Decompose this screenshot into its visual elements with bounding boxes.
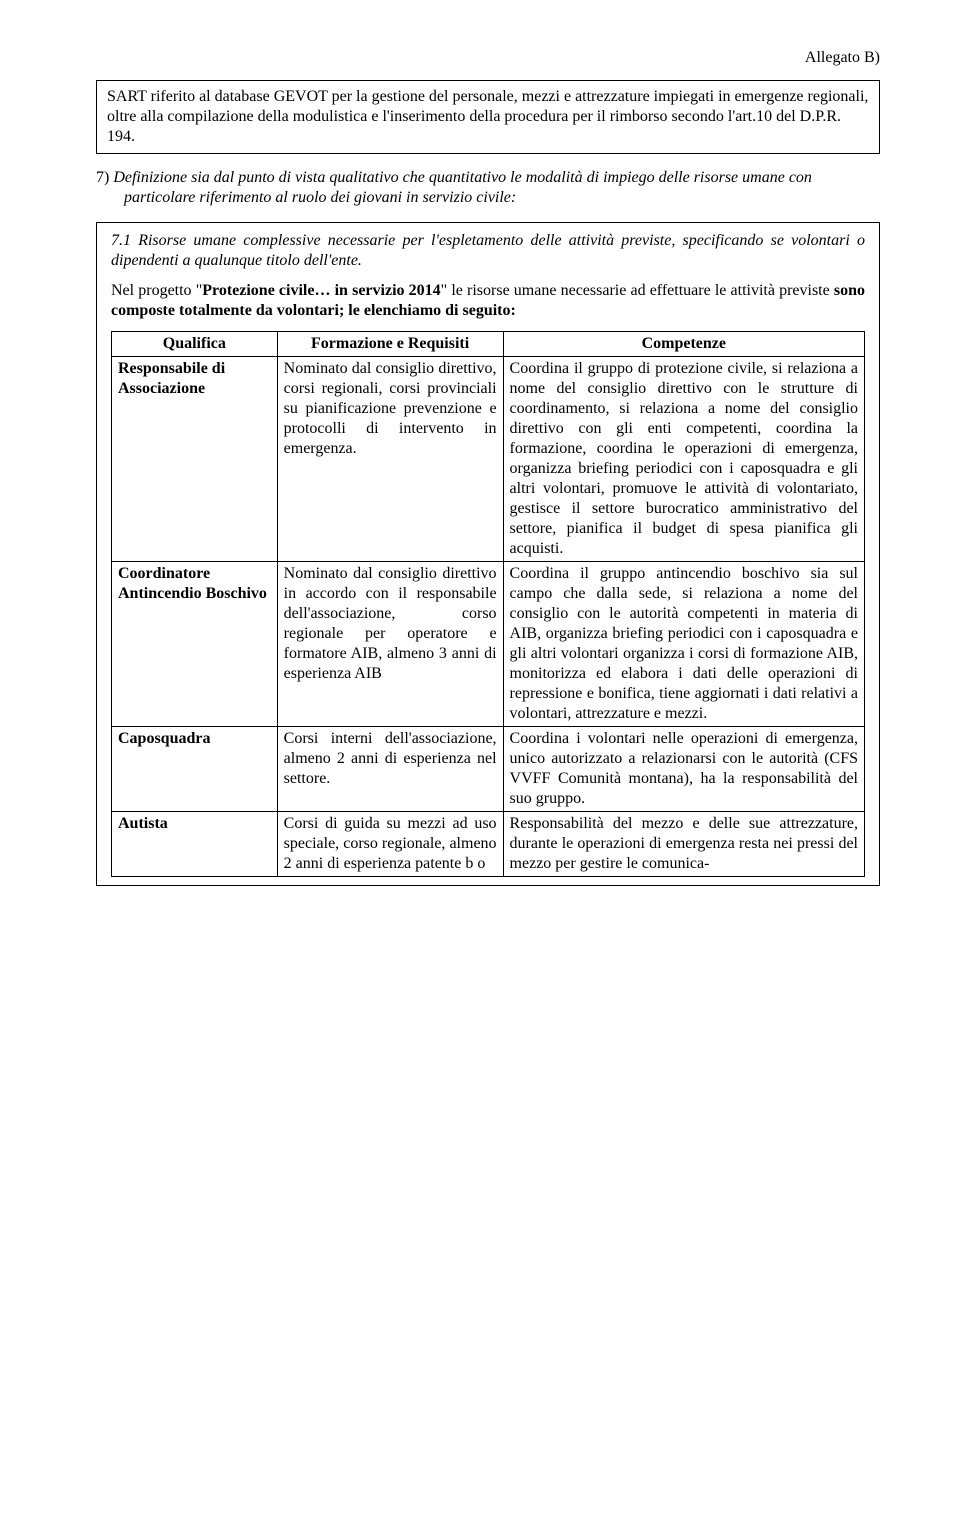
section-7-1: 7.1 Risorse umane complessive necessarie… [111,231,865,271]
cell-qualifica: Caposquadra [112,727,278,812]
cell-formazione: Corsi interni dell'associazione, almeno … [277,727,503,812]
table-row: Coordinatore Antincendio Boschivo Nomina… [112,562,865,727]
p2a: Nel progetto " [111,282,202,299]
th-formazione: Formazione e Requisiti [277,332,503,357]
cell-competenze: Responsabilità del mezzo e delle sue att… [503,812,864,877]
section-7-project: Nel progetto "Protezione civile… in serv… [111,281,865,321]
cell-formazione: Nominato dal consiglio direttivo, corsi … [277,357,503,562]
section-7: 7) Definizione sia dal punto di vista qu… [96,168,880,208]
cell-formazione: Nominato dal consiglio direttivo in acco… [277,562,503,727]
p2c: " le risorse umane necessarie ad effettu… [441,282,834,299]
section-7-text: Definizione sia dal punto di vista quali… [113,169,812,206]
intro-box: SART riferito al database GEVOT per la g… [96,80,880,154]
cell-competenze: Coordina il gruppo di protezione civile,… [503,357,864,562]
section-7-box: 7.1 Risorse umane complessive necessarie… [96,222,880,886]
p2b: Protezione civile… in servizio 2014 [202,282,440,299]
table-row: Responsabile di Associazione Nominato da… [112,357,865,562]
th-qualifica: Qualifica [112,332,278,357]
qualifications-table: Qualifica Formazione e Requisiti Compete… [111,331,865,877]
cell-competenze: Coordina i volontari nelle operazioni di… [503,727,864,812]
section-7-num: 7) [96,169,109,186]
th-competenze: Competenze [503,332,864,357]
table-row: Caposquadra Corsi interni dell'associazi… [112,727,865,812]
cell-formazione: Corsi di guida su mezzi ad uso speciale,… [277,812,503,877]
table-row: Autista Corsi di guida su mezzi ad uso s… [112,812,865,877]
cell-qualifica: Responsabile di Associazione [112,357,278,562]
cell-competenze: Coordina il gruppo antincendio boschivo … [503,562,864,727]
header-right: Allegato B) [96,48,880,68]
cell-qualifica: Autista [112,812,278,877]
cell-qualifica: Coordinatore Antincendio Boschivo [112,562,278,727]
